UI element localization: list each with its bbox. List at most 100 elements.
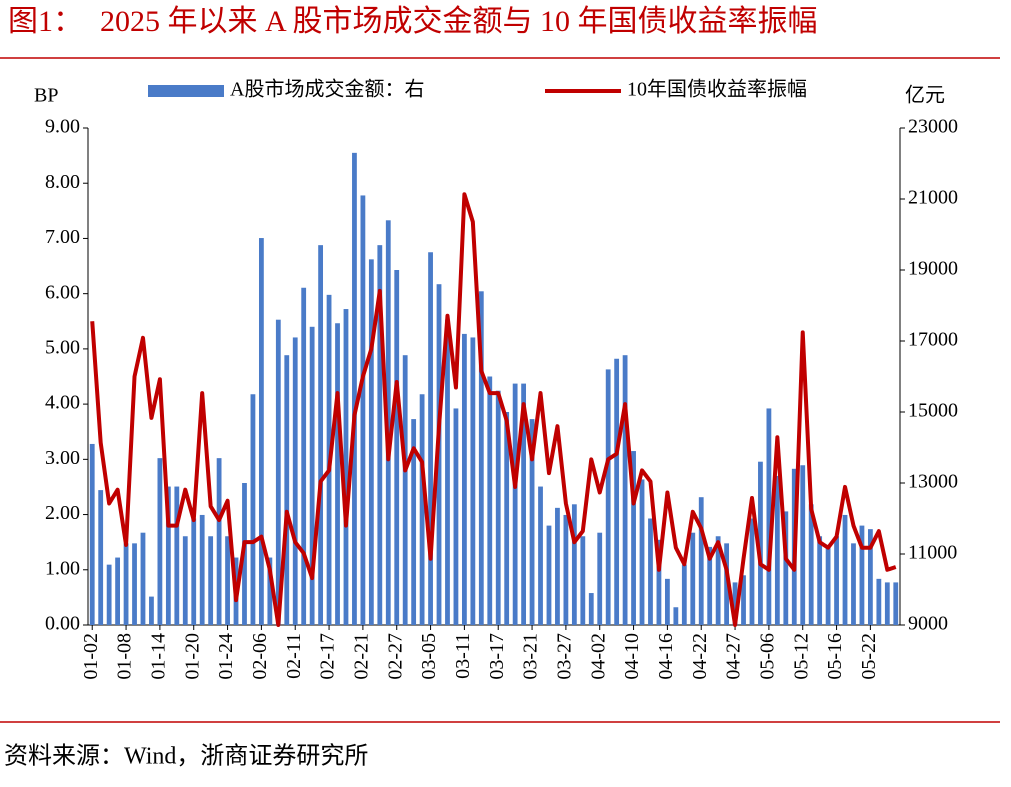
bar	[309, 326, 315, 625]
bar	[614, 358, 620, 625]
bar	[394, 270, 400, 625]
bar	[419, 394, 425, 625]
y2-axis-label: 亿元	[905, 84, 945, 107]
bar	[546, 525, 552, 625]
bar	[275, 319, 281, 625]
bar	[749, 518, 755, 625]
bar	[605, 369, 611, 625]
bar	[741, 575, 746, 625]
y2-tick-label: 11000	[908, 542, 957, 564]
bar	[478, 291, 484, 625]
bar	[884, 582, 890, 625]
bar	[368, 259, 374, 625]
bar	[673, 607, 679, 625]
source: 资料来源：Wind，浙商证券研究所	[4, 743, 368, 770]
bar	[664, 578, 670, 625]
y2-tick-label: 17000	[908, 329, 958, 351]
bar	[123, 543, 129, 625]
bar	[842, 514, 848, 625]
bar	[208, 536, 214, 625]
bar	[445, 319, 450, 625]
y2-tick-label: 15000	[908, 400, 958, 422]
bar	[165, 486, 171, 625]
y-tick-label: 2.00	[45, 502, 80, 524]
bar	[580, 536, 586, 625]
bar	[563, 514, 569, 625]
bar	[174, 486, 180, 625]
bar	[639, 479, 645, 625]
y-tick-label: 9.00	[45, 116, 80, 138]
bar	[893, 582, 899, 625]
bar	[656, 539, 662, 625]
bar	[149, 596, 154, 625]
bar	[487, 376, 493, 625]
bar	[182, 536, 188, 625]
x-tick-label: 04-27	[723, 633, 745, 680]
bar	[876, 578, 882, 625]
x-tick-label: 01-08	[114, 633, 136, 680]
x-tick-label: 04-02	[587, 633, 609, 680]
y-tick-label: 4.00	[45, 392, 80, 414]
bar	[318, 245, 324, 625]
bar	[411, 419, 417, 625]
bar	[360, 195, 366, 625]
y-tick-label: 1.00	[45, 557, 80, 579]
bar	[258, 238, 264, 626]
x-tick-label: 03-17	[486, 633, 508, 680]
y2-tick-label: 19000	[908, 258, 958, 280]
x-tick-label: 01-20	[181, 633, 203, 680]
bar	[377, 245, 383, 625]
bar	[538, 486, 543, 625]
bar	[292, 337, 298, 625]
bar	[335, 323, 340, 625]
bar	[555, 507, 560, 625]
x-tick-label: 04-22	[689, 633, 711, 680]
bar	[800, 465, 806, 625]
bar	[106, 564, 112, 625]
bar	[732, 582, 738, 625]
bar	[250, 394, 256, 625]
y-axis-label: BP	[34, 85, 58, 107]
bar	[867, 529, 873, 625]
y-tick-label: 5.00	[45, 336, 80, 358]
bar	[495, 390, 501, 625]
x-tick-label: 03-11	[452, 633, 474, 679]
bar	[571, 504, 577, 625]
bar	[461, 333, 467, 625]
legend-label: A股市场成交金额：右	[230, 78, 424, 101]
x-tick-label: 05-12	[790, 633, 812, 680]
y-tick-label: 8.00	[45, 171, 80, 193]
legend-label: 10年国债收益率振幅	[627, 78, 807, 101]
legend-swatch	[148, 85, 224, 97]
bar	[808, 504, 814, 625]
bar	[851, 543, 856, 625]
bar	[470, 337, 476, 625]
bar	[859, 525, 865, 625]
bar	[343, 309, 349, 625]
bar	[301, 287, 307, 625]
y2-tick-label: 21000	[908, 187, 958, 209]
bar	[783, 511, 789, 625]
chart-title: 2025 年以来 A 股市场成交金额与 10 年国债收益率振幅	[100, 5, 818, 38]
bar	[352, 152, 357, 625]
bar	[115, 557, 121, 625]
x-tick-label: 02-11	[283, 633, 305, 679]
bar	[157, 458, 163, 625]
bar	[766, 408, 772, 625]
bar	[512, 383, 518, 625]
x-tick-label: 05-16	[824, 633, 846, 680]
bar	[428, 252, 433, 625]
x-tick-label: 05-06	[756, 633, 778, 680]
bar	[631, 451, 636, 625]
bar	[648, 518, 653, 625]
x-tick-label: 02-06	[249, 633, 271, 680]
bar	[284, 355, 290, 625]
bar	[707, 546, 713, 625]
bar	[402, 355, 408, 625]
y2-tick-label: 23000	[908, 116, 958, 138]
x-tick-label: 03-27	[553, 633, 575, 680]
x-tick-label: 02-21	[350, 633, 372, 680]
bar	[622, 355, 628, 625]
bar	[588, 593, 594, 625]
y2-tick-label: 9000	[908, 613, 948, 635]
